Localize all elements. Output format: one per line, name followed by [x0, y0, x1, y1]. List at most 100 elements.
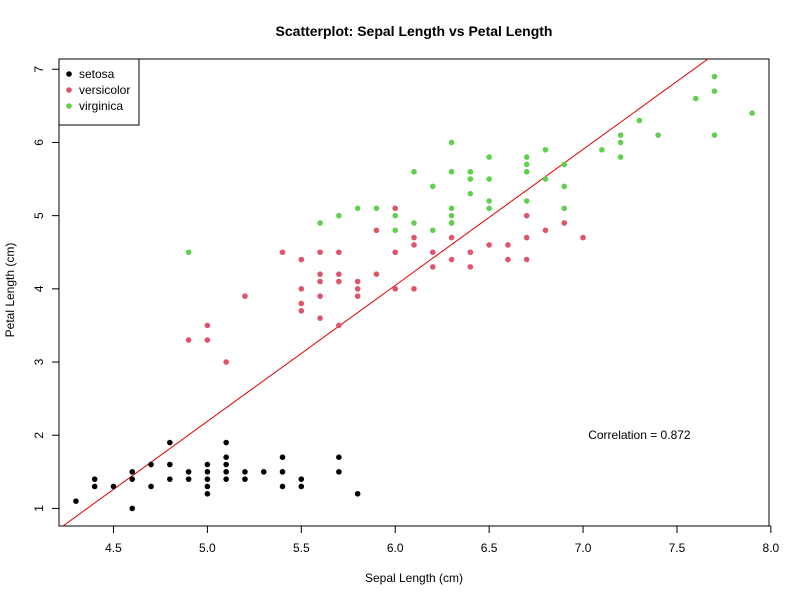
point-versicolor	[542, 227, 549, 234]
point-virginica	[448, 168, 455, 175]
x-tick-label: 7.5	[669, 541, 686, 555]
point-versicolor	[505, 256, 511, 263]
point-setosa	[298, 476, 305, 482]
point-versicolor	[467, 264, 474, 270]
point-virginica	[617, 132, 624, 138]
point-setosa	[298, 483, 305, 490]
point-versicolor	[223, 359, 229, 365]
point-virginica	[467, 190, 474, 197]
point-setosa	[185, 476, 192, 482]
regression-line	[62, 59, 709, 526]
point-versicolor	[411, 242, 417, 248]
y-tick-label: 2	[32, 432, 46, 439]
point-versicolor	[185, 337, 192, 343]
point-virginica	[336, 212, 342, 219]
point-versicolor	[317, 271, 323, 278]
point-setosa	[204, 469, 211, 475]
point-setosa	[129, 469, 136, 475]
legend-marker-virginica	[66, 103, 72, 109]
point-virginica	[373, 205, 380, 212]
point-virginica	[711, 73, 718, 80]
point-virginica	[354, 205, 361, 212]
point-versicolor	[336, 271, 342, 278]
point-versicolor	[411, 286, 417, 292]
point-virginica	[429, 183, 436, 190]
y-tick-label: 7	[32, 66, 46, 73]
point-setosa	[223, 461, 229, 468]
point-virginica	[692, 95, 699, 102]
legend-label-versicolor: versicolor	[79, 83, 130, 97]
point-setosa	[167, 476, 173, 482]
point-versicolor	[354, 278, 361, 285]
point-setosa	[223, 439, 229, 446]
point-virginica	[561, 183, 568, 190]
point-setosa	[91, 483, 98, 490]
point-setosa	[279, 469, 286, 475]
legend-box	[58, 58, 140, 126]
x-tick-label: 5.5	[293, 541, 310, 555]
point-virginica	[486, 154, 492, 160]
y-axis: 1 2 3 4 5 6 7	[32, 66, 60, 512]
point-versicolor	[373, 227, 380, 234]
point-virginica	[617, 139, 624, 146]
point-setosa	[167, 439, 173, 446]
legend-label-virginica: virginica	[79, 99, 123, 113]
point-versicolor	[486, 242, 492, 248]
point-virginica	[542, 176, 549, 182]
point-virginica	[542, 146, 549, 153]
point-virginica	[523, 198, 530, 204]
chart-title: Scatterplot: Sepal Length vs Petal Lengt…	[276, 23, 553, 39]
legend-marker-setosa	[66, 71, 72, 77]
point-versicolor	[523, 234, 530, 241]
y-tick-label: 6	[32, 139, 46, 146]
point-versicolor	[336, 322, 342, 329]
point-virginica	[711, 88, 718, 95]
point-versicolor	[448, 234, 455, 241]
x-tick-label: 7.0	[575, 541, 592, 555]
point-setosa	[260, 469, 267, 475]
point-virginica	[561, 161, 568, 168]
point-setosa	[204, 476, 211, 482]
point-virginica	[448, 139, 455, 146]
point-setosa	[204, 490, 211, 497]
point-virginica	[411, 168, 417, 175]
x-tick-label: 6.0	[387, 541, 404, 555]
point-setosa	[91, 476, 98, 482]
point-virginica	[523, 154, 530, 160]
point-versicolor	[279, 249, 286, 256]
point-versicolor	[204, 322, 211, 329]
point-virginica	[448, 205, 455, 212]
point-versicolor	[242, 293, 248, 299]
point-versicolor	[392, 249, 399, 256]
point-virginica	[711, 132, 718, 138]
points-layer	[73, 73, 755, 512]
plot-area	[58, 58, 770, 527]
point-versicolor	[429, 264, 436, 270]
point-virginica	[317, 220, 323, 226]
point-setosa	[129, 505, 136, 512]
x-tick-label: 8.0	[763, 541, 780, 555]
point-versicolor	[561, 220, 568, 226]
point-virginica	[185, 249, 192, 256]
point-versicolor	[317, 278, 323, 285]
point-virginica	[467, 168, 474, 175]
point-setosa	[279, 454, 286, 460]
point-setosa	[223, 454, 229, 460]
point-virginica	[486, 198, 492, 204]
point-versicolor	[317, 293, 323, 299]
x-tick-label: 5.0	[199, 541, 216, 555]
point-setosa	[148, 483, 154, 490]
point-virginica	[429, 227, 436, 234]
point-versicolor	[580, 234, 586, 241]
point-versicolor	[204, 337, 211, 343]
x-tick-label: 4.5	[105, 541, 122, 555]
point-versicolor	[523, 256, 530, 263]
point-virginica	[523, 168, 530, 175]
point-versicolor	[505, 242, 511, 248]
point-virginica	[448, 212, 455, 219]
point-virginica	[448, 220, 455, 226]
point-setosa	[336, 454, 342, 460]
point-setosa	[167, 461, 173, 468]
point-setosa	[148, 461, 154, 468]
